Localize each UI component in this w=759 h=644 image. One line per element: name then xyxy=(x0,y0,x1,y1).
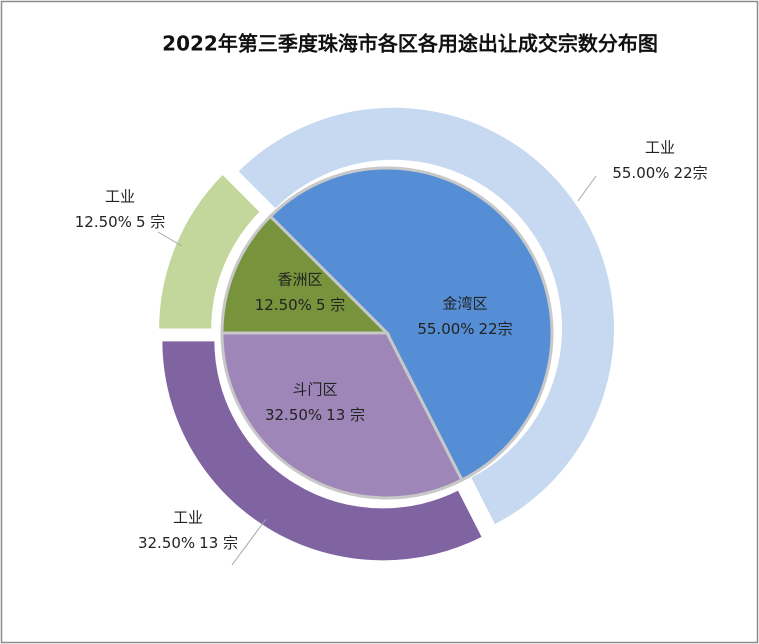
slice-category-label: 工业 xyxy=(105,188,135,206)
outer-slice xyxy=(159,338,486,564)
slice-category-label: 香洲区 xyxy=(277,271,322,289)
count-label: 22宗 xyxy=(674,164,708,182)
inner-slice xyxy=(268,166,554,483)
count-label: 13 宗 xyxy=(199,534,238,552)
outer-slice xyxy=(234,104,617,529)
slice-data-label: 55.00% 22宗 xyxy=(612,164,707,182)
value-label: 55.00% xyxy=(612,164,669,182)
count-label: 5 宗 xyxy=(316,296,345,314)
leader-line xyxy=(157,231,183,247)
value-label: 55.00% xyxy=(417,320,474,338)
slice-category-label: 工业 xyxy=(173,509,203,527)
value-label: 12.50% xyxy=(75,213,132,231)
leader-line xyxy=(577,175,597,202)
leader-line xyxy=(231,518,267,566)
slice-data-label: 12.50% 5 宗 xyxy=(255,296,346,314)
slice-data-label: 12.50% 5 宗 xyxy=(75,213,166,231)
outer-slice xyxy=(156,170,264,332)
value-label: 32.50% xyxy=(265,406,322,424)
count-label: 13 宗 xyxy=(326,406,365,424)
inner-slice xyxy=(220,331,464,500)
value-label: 12.50% xyxy=(255,296,312,314)
slice-category-label: 工业 xyxy=(645,139,675,157)
chart-title: 2022年第三季度珠海市各区各用途出让成交宗数分布图 xyxy=(162,32,658,56)
slice-data-label: 55.00% 22宗 xyxy=(417,320,512,338)
count-label: 22宗 xyxy=(479,320,513,338)
inner-slice xyxy=(220,214,391,335)
slice-data-label: 32.50% 13 宗 xyxy=(265,406,365,424)
slice-category-label: 斗门区 xyxy=(292,381,337,399)
slice-data-label: 32.50% 13 宗 xyxy=(138,534,238,552)
value-label: 32.50% xyxy=(138,534,195,552)
slice-category-label: 金湾区 xyxy=(442,295,487,313)
count-label: 5 宗 xyxy=(136,213,165,231)
